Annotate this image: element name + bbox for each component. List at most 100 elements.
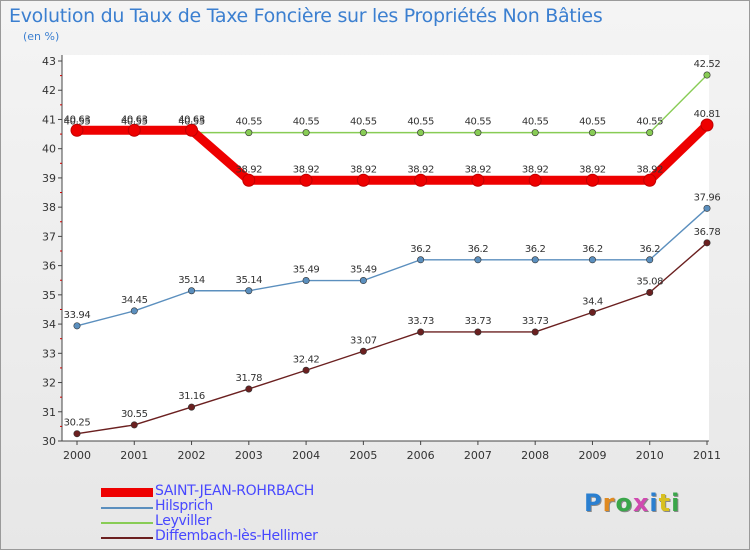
data-point xyxy=(73,430,81,438)
data-point xyxy=(528,173,542,187)
data-label: 31.16 xyxy=(178,391,205,402)
data-point xyxy=(531,328,539,336)
data-label: 36.2 xyxy=(468,244,489,255)
data-label: 38.92 xyxy=(465,164,492,175)
x-tick-label: 2001 xyxy=(120,449,148,462)
data-label: 36.2 xyxy=(582,244,603,255)
data-point xyxy=(185,123,199,137)
data-label: 38.92 xyxy=(522,164,549,175)
data-label: 35.14 xyxy=(178,275,205,286)
x-tick-label: 2007 xyxy=(464,449,492,462)
data-point xyxy=(474,129,482,137)
data-label: 36.2 xyxy=(410,244,431,255)
data-label: 33.07 xyxy=(350,335,377,346)
data-point xyxy=(188,403,196,411)
data-point xyxy=(703,204,711,212)
data-point xyxy=(359,347,367,355)
data-label: 38.92 xyxy=(293,164,320,175)
data-label: 33.73 xyxy=(465,316,492,327)
data-point xyxy=(359,277,367,285)
data-label: 40.55 xyxy=(64,117,91,128)
data-point xyxy=(703,71,711,79)
data-label: 33.94 xyxy=(64,310,91,321)
data-point xyxy=(588,129,596,137)
y-tick-label: 35 xyxy=(42,289,56,302)
data-point xyxy=(643,173,657,187)
data-point xyxy=(188,287,196,295)
legend-swatch xyxy=(101,522,153,524)
y-tick-label: 41 xyxy=(42,113,56,126)
proxiti-logo: Proxiti xyxy=(584,489,681,517)
data-label: 38.92 xyxy=(636,164,663,175)
data-label: 34.4 xyxy=(582,296,603,307)
legend-swatch xyxy=(101,537,153,539)
data-label: 35.49 xyxy=(293,265,320,276)
data-point xyxy=(646,256,654,264)
data-point xyxy=(531,256,539,264)
x-tick-label: 2008 xyxy=(521,449,549,462)
x-tick-label: 2010 xyxy=(636,449,664,462)
series-line xyxy=(76,207,708,327)
data-label: 40.55 xyxy=(522,117,549,128)
data-point xyxy=(417,328,425,336)
data-label: 40.55 xyxy=(121,117,148,128)
data-label: 40.55 xyxy=(293,117,320,128)
legend-label: SAINT-JEAN-ROHRBACH xyxy=(155,483,315,499)
y-tick-label: 37 xyxy=(42,230,56,243)
data-point xyxy=(245,287,253,295)
x-tick-label: 2011 xyxy=(693,449,721,462)
data-label: 30.25 xyxy=(64,418,91,429)
series-line xyxy=(76,242,708,435)
data-label: 40.55 xyxy=(636,117,663,128)
data-label: 33.73 xyxy=(522,316,549,327)
y-tick-label: 42 xyxy=(42,84,56,97)
data-point xyxy=(585,173,599,187)
data-label: 40.63 xyxy=(121,114,148,125)
data-point xyxy=(130,307,138,315)
data-point xyxy=(242,173,256,187)
data-label: 30.55 xyxy=(121,409,148,420)
y-tick-label: 38 xyxy=(42,201,56,214)
data-point xyxy=(646,129,654,137)
data-label: 38.92 xyxy=(235,164,262,175)
legend-swatch xyxy=(101,488,153,497)
data-label: 40.55 xyxy=(350,117,377,128)
data-point xyxy=(417,129,425,137)
data-label: 40.81 xyxy=(694,109,721,120)
plot-area xyxy=(62,55,709,441)
data-label: 38.92 xyxy=(407,164,434,175)
data-point xyxy=(356,173,370,187)
data-point xyxy=(359,129,367,137)
data-point xyxy=(299,173,313,187)
x-tick-label: 2003 xyxy=(235,449,263,462)
data-label: 36.2 xyxy=(639,244,660,255)
data-point xyxy=(588,256,596,264)
data-label: 40.55 xyxy=(178,117,205,128)
data-point xyxy=(531,129,539,137)
legend-swatch xyxy=(101,507,153,509)
data-point xyxy=(245,129,253,137)
chart-title: Evolution du Taux de Taxe Foncière sur l… xyxy=(9,5,603,27)
data-label: 36.2 xyxy=(525,244,546,255)
data-label: 37.96 xyxy=(694,192,721,203)
x-tick-label: 2006 xyxy=(407,449,435,462)
data-label: 38.92 xyxy=(579,164,606,175)
y-tick-label: 30 xyxy=(42,435,56,448)
data-label: 35.49 xyxy=(350,265,377,276)
data-label: 34.45 xyxy=(121,295,148,306)
data-label: 36.78 xyxy=(694,227,721,238)
x-tick-label: 2000 xyxy=(63,449,91,462)
legend-label: Hilsprich xyxy=(155,498,214,514)
data-label: 40.63 xyxy=(64,114,91,125)
data-label: 38.92 xyxy=(350,164,377,175)
data-label: 40.55 xyxy=(465,117,492,128)
data-point xyxy=(417,256,425,264)
data-label: 40.55 xyxy=(407,117,434,128)
data-point xyxy=(703,239,711,247)
series-line xyxy=(72,120,712,185)
data-point xyxy=(471,173,485,187)
data-label: 32.42 xyxy=(293,354,320,365)
y-tick-label: 34 xyxy=(42,318,56,331)
